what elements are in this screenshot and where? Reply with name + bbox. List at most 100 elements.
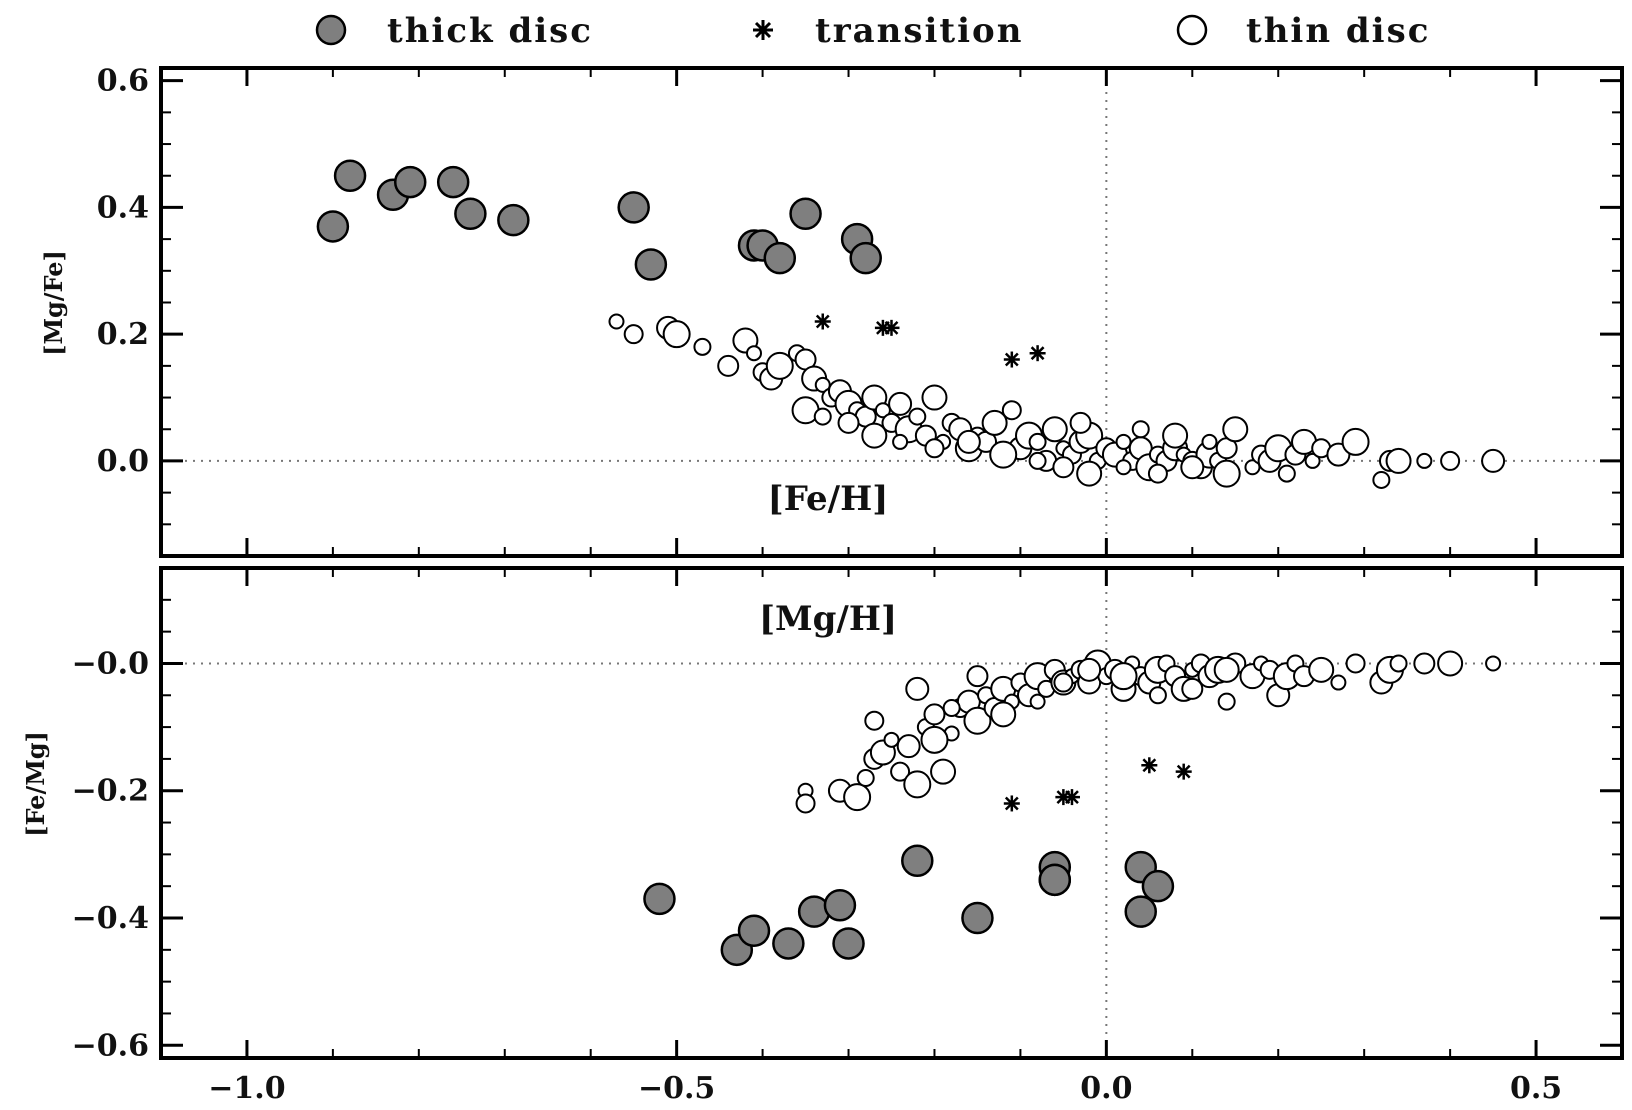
- y-tick-label: −0.6: [72, 1028, 149, 1063]
- thin-disc-point: [930, 758, 957, 785]
- thick-disc-point: [849, 241, 882, 275]
- thin-disc-point: [1147, 463, 1168, 484]
- thin-disc-point: [856, 769, 875, 787]
- y-tick-label: 0.2: [97, 317, 149, 352]
- thin-disc-point: [956, 429, 981, 454]
- thin-disc-point: [892, 433, 909, 450]
- thick-disc-point: [832, 927, 865, 960]
- transition-point: [814, 313, 831, 330]
- thin-disc-point: [837, 411, 860, 434]
- bottom-panel: −1.0 −0.5 0.0 0.5 −0.0 −0.2 −0.4 −0.6 [Mg/H] [F…: [21, 566, 1624, 1106]
- thick-disc-point: [789, 197, 822, 231]
- thin-disc-point: [1201, 433, 1218, 450]
- thin-disc-point: [1069, 411, 1092, 434]
- thick-disc-point: [634, 248, 668, 281]
- bottom-transition-points: [1003, 757, 1192, 812]
- thick-disc-point: [823, 889, 857, 922]
- thin-disc-point: [905, 676, 930, 701]
- thin-disc-point: [1109, 662, 1138, 691]
- legend-thin-disc-label: thin disc: [1246, 11, 1430, 51]
- thin-disc-point: [920, 725, 949, 754]
- thin-disc-point: [861, 422, 888, 449]
- thin-disc-point: [1481, 448, 1506, 473]
- thin-disc-point: [795, 793, 816, 814]
- thick-disc-point: [617, 191, 650, 224]
- thick-disc-point: [436, 165, 470, 199]
- thin-disc-point: [1212, 459, 1241, 488]
- transition-point: [1003, 795, 1020, 812]
- thick-disc-point: [497, 203, 530, 237]
- thin-disc-point: [1076, 460, 1103, 487]
- top-thick-disc-points: [316, 159, 882, 281]
- thin-disc-point: [1345, 653, 1366, 674]
- thin-disc-point: [1180, 455, 1205, 480]
- thin-disc-point: [942, 699, 961, 717]
- thin-disc-point: [1181, 677, 1204, 700]
- thick-disc-point: [763, 241, 797, 275]
- thin-disc-point: [981, 409, 1008, 436]
- thick-disc-point: [393, 165, 427, 199]
- x-tick-label: −1.0: [208, 1071, 285, 1106]
- legend-thick-disc-marker: [315, 14, 347, 46]
- y-tick-label: 0.6: [97, 64, 149, 99]
- thick-disc-point: [1141, 869, 1175, 903]
- thin-disc-point: [903, 770, 932, 799]
- thin-disc-point: [843, 783, 872, 812]
- thin-disc-point: [1115, 433, 1132, 450]
- thin-disc-point: [1440, 450, 1461, 471]
- transition-point: [1063, 789, 1080, 806]
- thin-disc-point: [1115, 459, 1132, 476]
- bottom-x-axis-label: [Mg/H]: [759, 599, 897, 639]
- legend-transition-label: transition: [815, 11, 1023, 51]
- thin-disc-point: [1341, 427, 1370, 456]
- thin-disc-point: [1041, 416, 1068, 443]
- thin-disc-point: [924, 438, 945, 459]
- x-tick-label: −0.5: [638, 1071, 715, 1106]
- transition-point: [1029, 345, 1046, 362]
- top-panel: 0.6 0.4 0.2 0.0 [Fe/H] [Mg/Fe]: [39, 64, 1624, 558]
- thin-disc-point: [745, 345, 762, 362]
- thin-disc-point: [662, 320, 691, 349]
- legend: thick disc transition thin disc: [315, 11, 1430, 51]
- thick-disc-point: [333, 159, 367, 192]
- thin-disc-point: [1389, 654, 1408, 673]
- thin-disc-point: [908, 407, 927, 426]
- thin-disc-point: [883, 731, 900, 748]
- thick-disc-point: [772, 927, 805, 960]
- thick-disc-point: [737, 914, 771, 947]
- legend-thick-disc-label: thick disc: [387, 11, 593, 51]
- top-transition-points: [814, 313, 1046, 368]
- y-tick-label: −0.4: [72, 901, 149, 936]
- thin-disc-point: [623, 324, 644, 345]
- thick-disc-point: [454, 197, 487, 231]
- thin-disc-point: [1437, 650, 1464, 677]
- thin-disc-point: [890, 761, 911, 782]
- thin-disc-point: [989, 440, 1018, 469]
- thin-disc-point: [888, 391, 913, 416]
- thin-disc-point: [1385, 447, 1412, 474]
- thin-disc-point: [1304, 452, 1321, 469]
- top-x-axis-label: [Fe/H]: [768, 479, 889, 519]
- y-tick-label: −0.2: [72, 774, 149, 809]
- thick-disc-point: [961, 901, 994, 935]
- thin-disc-point: [1131, 420, 1150, 439]
- top-thin-disc-points: [608, 313, 1506, 489]
- thin-disc-point: [813, 407, 832, 426]
- thin-disc-point: [1308, 656, 1335, 683]
- bottom-ticks: −1.0 −0.5 0.0 0.5 −0.0 −0.2 −0.4 −0.6: [72, 567, 1623, 1106]
- thick-disc-point: [1124, 895, 1157, 928]
- bottom-y-axis-label: [Fe/Mg]: [21, 731, 50, 837]
- thin-disc-point: [693, 337, 712, 356]
- thin-disc-point: [1053, 672, 1074, 693]
- thin-disc-point: [1028, 432, 1047, 451]
- thick-disc-point: [1038, 863, 1072, 897]
- top-y-axis-label: [Mg/Fe]: [39, 250, 68, 356]
- bottom-thin-disc-points: [795, 649, 1502, 814]
- thin-disc-point: [923, 703, 946, 726]
- thin-disc-point: [1330, 674, 1347, 691]
- thin-disc-point: [963, 706, 992, 735]
- legend-transition-marker: [753, 20, 773, 40]
- transition-point: [883, 319, 900, 336]
- thin-disc-point: [765, 351, 794, 380]
